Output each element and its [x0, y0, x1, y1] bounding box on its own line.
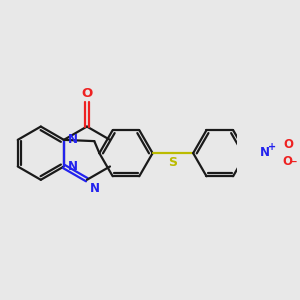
Text: −: −	[289, 156, 298, 167]
Text: O: O	[283, 155, 292, 168]
Text: N: N	[260, 146, 270, 159]
Text: S: S	[168, 156, 177, 169]
Text: O: O	[81, 87, 92, 100]
Text: N: N	[68, 160, 78, 173]
Text: O: O	[284, 138, 294, 152]
Text: N: N	[68, 133, 78, 146]
Text: N: N	[89, 182, 100, 195]
Text: +: +	[268, 142, 276, 152]
